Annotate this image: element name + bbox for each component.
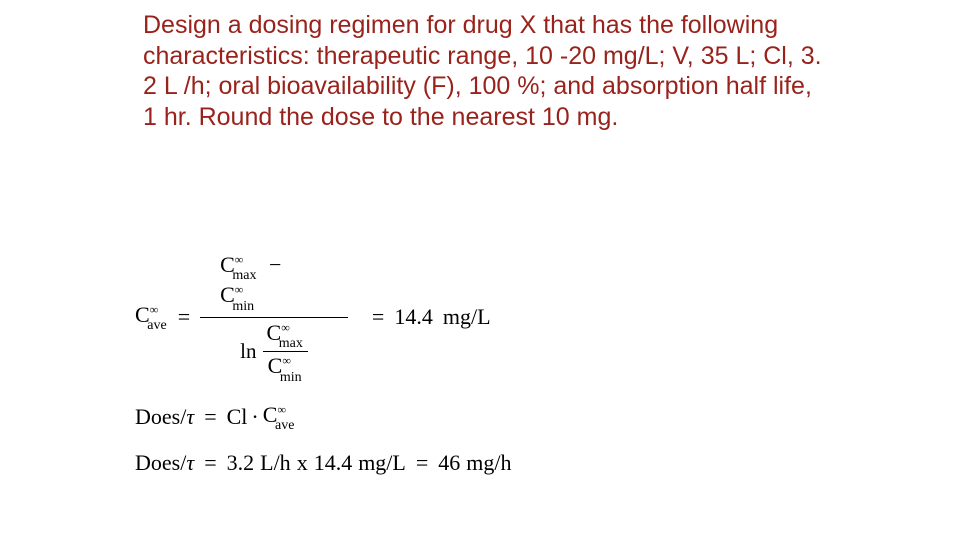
equals-sign-3a: = (194, 450, 226, 476)
cave-fraction: C∞max − C∞min ln C∞max C∞m (200, 250, 348, 384)
equation-dose-symbolic: Does/τ = Cl · C∞ave (135, 402, 835, 432)
equals-sign-1b: = (348, 304, 394, 330)
cave-unit: mg/L (358, 450, 406, 476)
dose-result-value: 46 (438, 450, 460, 476)
equations-block: C∞ave = C∞max − C∞min ln C (135, 250, 835, 494)
cave-numerator: C∞max − C∞min (200, 250, 348, 318)
cave-symbol-eq2: C∞ave (263, 402, 306, 432)
cdot: · (247, 404, 262, 430)
equals-sign-1a: = (168, 304, 200, 330)
dose-over-tau-3: Does/τ (135, 450, 194, 476)
cl-symbol: Cl (227, 404, 248, 430)
times-x: x (297, 450, 308, 476)
problem-statement: Design a dosing regimen for drug X that … (143, 10, 823, 132)
cave-denominator: ln C∞max C∞min (240, 318, 308, 384)
equation-cave: C∞ave = C∞max − C∞min ln C (135, 250, 835, 384)
cave-result-value: 14.4 (394, 304, 433, 330)
equals-sign-2: = (194, 404, 226, 430)
dose-over-tau-2: Does/τ (135, 404, 194, 430)
cl-value: 3.2 (227, 450, 255, 476)
cl-unit: L/h (260, 450, 291, 476)
equation-dose-numeric: Does/τ = 3.2 L/h x 14.4 mg/L = 46 mg/h (135, 450, 835, 476)
cave-value: 14.4 (314, 450, 353, 476)
equals-sign-3b: = (406, 450, 438, 476)
cave-result-unit: mg/L (443, 304, 491, 330)
problem-text: Design a dosing regimen for drug X that … (143, 11, 822, 131)
dose-result-unit: mg/h (466, 450, 511, 476)
